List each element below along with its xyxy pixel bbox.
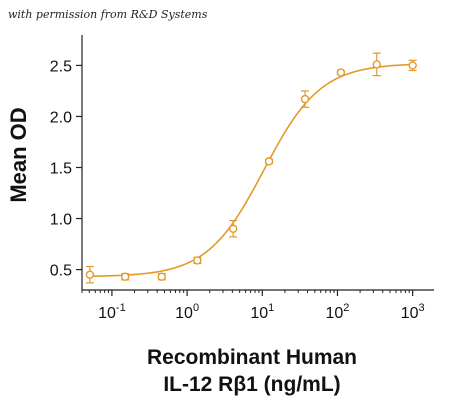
data-point	[372, 52, 381, 77]
data-points-layer	[85, 52, 417, 284]
axes	[81, 35, 434, 291]
data-marker	[372, 60, 381, 69]
x-tick-label: 103	[401, 302, 425, 322]
data-point	[120, 272, 130, 281]
x-tick-label: 100	[175, 302, 199, 322]
y-tick-label: 2.0	[50, 109, 72, 126]
y-tick-label: 0.5	[50, 263, 72, 280]
permission-watermark: with permission from R&D Systems	[8, 8, 208, 21]
data-marker	[85, 270, 95, 279]
data-marker	[228, 224, 238, 233]
data-marker	[336, 68, 346, 77]
data-marker	[264, 157, 274, 166]
y-tick-label: 1.0	[50, 212, 72, 229]
y-tick-label: 1.5	[50, 161, 72, 178]
y-tick-label: 2.5	[50, 58, 72, 75]
data-marker	[408, 61, 417, 70]
data-point	[264, 157, 274, 166]
data-point	[157, 272, 166, 281]
data-marker	[300, 94, 310, 104]
data-point	[408, 59, 417, 72]
data-point	[85, 265, 95, 284]
x-tick-label: 10-1	[98, 302, 126, 322]
axis-ticks: 0.5 1.0 1.5 2.0 2.5 10-1 100 101 102 103	[50, 58, 425, 322]
data-point	[228, 219, 238, 238]
data-point	[193, 256, 202, 265]
fit-curve	[89, 63, 413, 278]
data-point	[300, 90, 310, 108]
data-marker	[120, 272, 130, 281]
data-marker	[193, 256, 202, 265]
x-axis-title-line1: Recombinant Human	[147, 346, 357, 369]
y-axis-title: Mean OD	[6, 107, 31, 202]
x-axis-title-line2: IL-12 Rβ1 (ng/mL)	[163, 373, 340, 396]
data-point	[336, 68, 346, 77]
x-tick-label: 101	[250, 302, 274, 322]
data-marker	[157, 272, 166, 281]
fit-curve-layer	[89, 63, 413, 278]
x-tick-label: 102	[326, 302, 350, 322]
